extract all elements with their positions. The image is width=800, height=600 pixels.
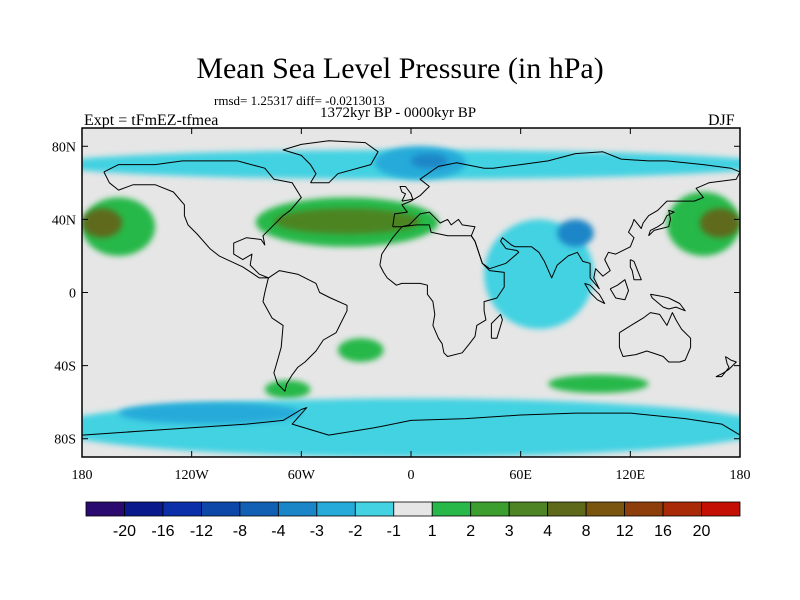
lon-label: 120E — [616, 468, 646, 483]
colorbar-label: 20 — [693, 523, 711, 540]
colorbar-swatch — [508, 501, 549, 517]
region-north-atlantic-low-core — [411, 153, 448, 169]
coastline-north-america — [103, 160, 302, 279]
colorbar-swatch — [201, 501, 241, 517]
colorbar-label: 3 — [505, 523, 514, 540]
coastline-africa — [379, 224, 505, 357]
colorbar-swatch — [701, 501, 741, 517]
region-south-indian-high — [548, 374, 649, 394]
colorbar-label: -8 — [233, 523, 247, 540]
coastline-antarctica — [82, 407, 740, 436]
colorbar-label: -3 — [310, 523, 324, 540]
colorbar-label: 12 — [616, 523, 634, 540]
coastline-sumatra — [584, 282, 606, 304]
lon-label: 60E — [509, 468, 532, 483]
lon-label: 60W — [288, 468, 316, 483]
colorbar-swatch — [547, 501, 587, 517]
colorbar-label: 2 — [466, 523, 475, 540]
coastline-uk — [399, 186, 414, 202]
coastline-philippines — [629, 259, 642, 281]
region-indian-ocean-low — [484, 219, 594, 330]
lat-label: 0 — [69, 287, 76, 302]
colorbar-label: 4 — [543, 523, 552, 540]
map-title: Mean Sea Level Pressure (in hPa) — [196, 52, 604, 85]
lat-label: 80N — [52, 140, 76, 155]
region-asia-low — [557, 219, 594, 247]
lon-label: 120W — [175, 468, 210, 483]
map-plot-area — [82, 128, 740, 457]
map-axes: 80N 40N 0 40S 80S 180 120W 60W 0 60E 120E 180 — [52, 127, 751, 483]
lon-label: 0 — [408, 468, 415, 483]
lon-label: 180 — [72, 468, 93, 483]
colorbar-swatch — [239, 501, 279, 517]
lat-label: 40S — [54, 360, 76, 375]
coastline-new-guinea — [649, 293, 686, 312]
coastline-australia — [618, 312, 692, 363]
region-south-america-tip-high — [264, 380, 311, 399]
coastlines — [82, 140, 740, 436]
colorbar-swatch — [431, 501, 472, 517]
region-antarctic-strong-low — [118, 402, 302, 425]
coastline-borneo — [609, 279, 629, 301]
lat-label: 80S — [54, 433, 76, 448]
coastline-madagascar — [490, 313, 503, 339]
rmsd-stats: rmsd= 1.25317 diff= -0.0213013 — [214, 93, 385, 108]
colorbar-swatch — [316, 501, 356, 517]
coastline-south-america — [262, 270, 348, 392]
colorbar-swatch — [470, 501, 510, 517]
colorbar-label: -20 — [113, 523, 136, 540]
colorbar-swatch — [393, 501, 433, 517]
colorbar-label: 1 — [428, 523, 437, 540]
colorbar-swatch — [662, 501, 702, 517]
region-north-pacific-high-west-core — [82, 208, 123, 238]
colorbar-label: -12 — [190, 523, 213, 540]
colorbar: -20 -16 -12 -8 -4 -3 -2 -1 1 2 3 4 8 12 16 20 — [85, 501, 741, 540]
colorbar-swatch — [277, 501, 318, 517]
lon-label: 180 — [730, 468, 751, 483]
region-south-atlantic-high — [337, 338, 384, 362]
experiment-label: Expt = tFmEZ-tfmea — [84, 112, 219, 129]
colorbar-swatch — [624, 501, 664, 517]
region-north-pacific-high-east-core — [699, 208, 740, 238]
season-label: DJF — [708, 112, 735, 129]
colorbar-swatch — [585, 501, 625, 517]
colorbar-label: 8 — [582, 523, 591, 540]
coastline-japan — [648, 209, 675, 237]
time-period: 1372kyr BP - 0000kyr BP — [320, 105, 477, 121]
lat-label: 40N — [52, 213, 76, 228]
anomaly-field — [82, 146, 740, 457]
colorbar-label: 16 — [654, 523, 672, 540]
region-north-atlantic-high-core — [273, 208, 421, 235]
colorbar-label: -4 — [271, 523, 285, 540]
colorbar-swatch — [85, 501, 125, 517]
colorbar-swatch — [354, 501, 395, 517]
colorbar-label: -1 — [387, 523, 401, 540]
colorbar-swatch — [124, 501, 164, 517]
colorbar-swatch — [162, 501, 202, 517]
coastline-greenland — [282, 140, 379, 184]
colorbar-label: -16 — [151, 523, 174, 540]
coastline-new-zealand — [715, 356, 737, 378]
colorbar-label: -2 — [348, 523, 362, 540]
